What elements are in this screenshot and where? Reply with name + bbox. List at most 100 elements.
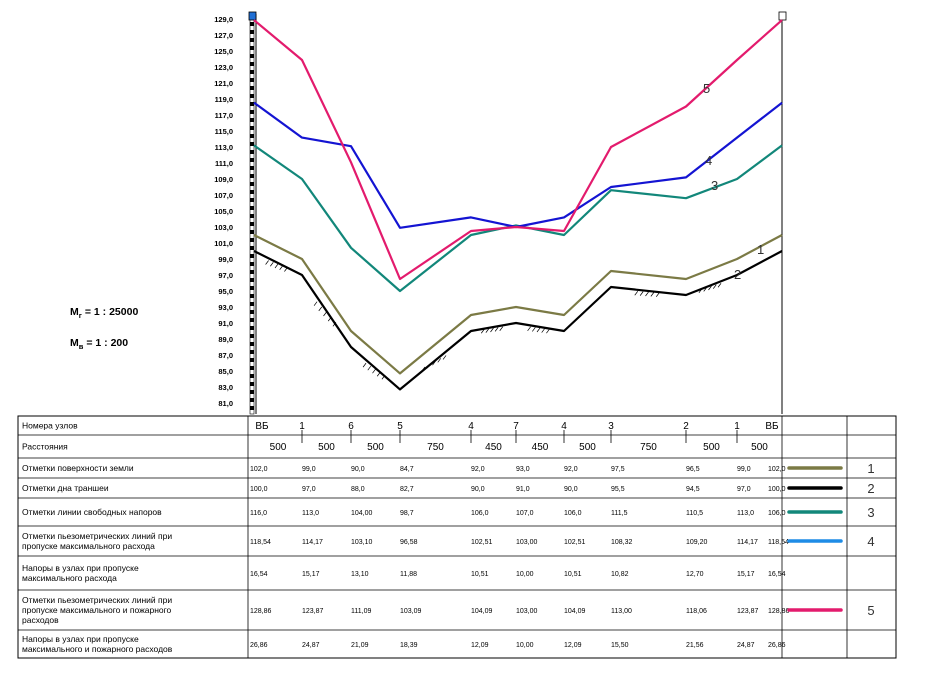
row-label: пропуске максимального и пожарного (22, 605, 172, 615)
table-cell: 90,0 (471, 486, 485, 493)
table-row: Отметки пьезометрических линий припропус… (22, 531, 875, 551)
hatch-stroke (362, 362, 367, 368)
profile-line-5 (253, 19, 783, 281)
y-tick-label: 83,0 (218, 383, 233, 392)
distance-label: 500 (318, 442, 335, 453)
hatch-stroke (645, 291, 649, 297)
rail-block (250, 206, 254, 210)
table-cell: 26,86 (768, 642, 786, 649)
y-tick-label: 87,0 (218, 351, 233, 360)
table-cell: 15,50 (611, 642, 629, 649)
table-cell: 104,09 (564, 608, 586, 615)
rail-block (250, 102, 254, 106)
node-label: 4 (468, 421, 474, 432)
y-tick-label: 111,0 (215, 159, 233, 168)
table-cell: 10,51 (471, 571, 489, 578)
table-cell: 97,0 (302, 486, 316, 493)
rail-block (250, 134, 254, 138)
table-cell: 12,09 (564, 642, 582, 649)
rail-block (250, 246, 254, 250)
table-cell: 107,0 (516, 510, 534, 517)
table-cell: 16,54 (250, 571, 268, 578)
rail-block (250, 22, 254, 26)
table-cell: 97,5 (611, 466, 625, 473)
profile-line-3 (253, 144, 783, 293)
table-cell: 82,7 (400, 486, 414, 493)
curve-label-3: 3 (711, 178, 718, 193)
left-boundary-rail (249, 13, 257, 415)
table-cell: 104,00 (351, 510, 373, 517)
table-cell: 12,70 (686, 571, 704, 578)
legend-number: 1 (867, 461, 874, 476)
y-tick-label: 117,0 (215, 111, 233, 120)
table-cell: 100,0 (250, 486, 268, 493)
hatch-stroke (703, 287, 708, 292)
table-cell: 84,7 (400, 466, 414, 473)
table-cell: 24,87 (737, 642, 755, 649)
rail-block (250, 150, 254, 154)
y-tick-label: 105,0 (214, 207, 233, 216)
row-label: максимального расхода (22, 573, 117, 583)
distance-label: 750 (640, 442, 657, 453)
row-label: Отметки линии свободных напоров (22, 507, 162, 517)
hatch-stroke (546, 328, 550, 334)
rail-block (250, 238, 254, 242)
node-label: ВБ (765, 421, 779, 432)
table-row: Номера узлов ВБ 1 6 5 4 7 4 3 2 1 ВБ (22, 421, 779, 435)
table-cell: 113,0 (302, 510, 319, 517)
table-cell: 99,0 (737, 466, 751, 473)
hatch-stroke (265, 260, 269, 265)
rail-block (250, 310, 254, 314)
row-label: максимального и пожарного расходов (22, 644, 173, 654)
curve-label-1: 1 (757, 242, 764, 257)
table-cell: 10,00 (516, 642, 534, 649)
hatch-stroke (376, 372, 381, 377)
hatch-stroke (426, 363, 431, 369)
rail-block (250, 86, 254, 90)
rail-block (250, 366, 254, 370)
y-tick-label: 107,0 (214, 191, 233, 200)
table-cell: 96,58 (400, 539, 418, 546)
hatch-stroke (717, 283, 722, 288)
hatch-stroke (698, 288, 703, 293)
table-cell: 123,87 (737, 608, 759, 615)
table-cell: 111,5 (611, 510, 628, 517)
hatch-stroke (367, 365, 372, 371)
profile-line-2 (253, 250, 783, 391)
table-cell: 91,0 (516, 486, 530, 493)
table-cell: 16,54 (768, 571, 786, 578)
profile-lines (253, 19, 783, 391)
y-tick-label: 95,0 (218, 287, 233, 296)
table-cell: 21,09 (351, 642, 369, 649)
table-cell: 104,09 (471, 608, 493, 615)
scale-block: Mг = 1 : 25000 Mв = 1 : 200 (70, 306, 138, 351)
table-cell: 15,17 (737, 571, 755, 578)
table-cell: 102,51 (564, 539, 586, 546)
hatch-stroke (634, 291, 639, 296)
y-tick-label: 123,0 (214, 63, 233, 72)
rail-block (250, 70, 254, 74)
rail-block (250, 382, 254, 386)
row-label: Отметки пьезометрических линий при (22, 531, 172, 541)
table-cell: 108,32 (611, 539, 633, 546)
table-cell: 97,0 (737, 486, 751, 493)
rail-block (250, 270, 254, 274)
legend-number: 3 (867, 505, 874, 520)
table-row: Напоры в узлах при пропускемаксимального… (22, 563, 786, 583)
y-tick-label: 109,0 (214, 175, 233, 184)
y-tick-label: 89,0 (218, 335, 233, 344)
distance-label: 500 (579, 442, 596, 453)
node-label: 3 (608, 421, 614, 432)
rail-block (250, 142, 254, 146)
hatch-stroke (323, 311, 327, 317)
hatch-stroke (650, 292, 655, 297)
table-cell: 92,0 (564, 466, 578, 473)
hatch-stroke (639, 291, 644, 296)
y-tick-label: 113,0 (215, 143, 233, 152)
distance-label: 450 (485, 442, 502, 453)
rail-block (250, 398, 254, 402)
table-cell: 15,17 (302, 571, 320, 578)
node-label: 4 (561, 421, 567, 432)
hatch-stroke (541, 328, 545, 333)
hatch-stroke (432, 360, 436, 366)
